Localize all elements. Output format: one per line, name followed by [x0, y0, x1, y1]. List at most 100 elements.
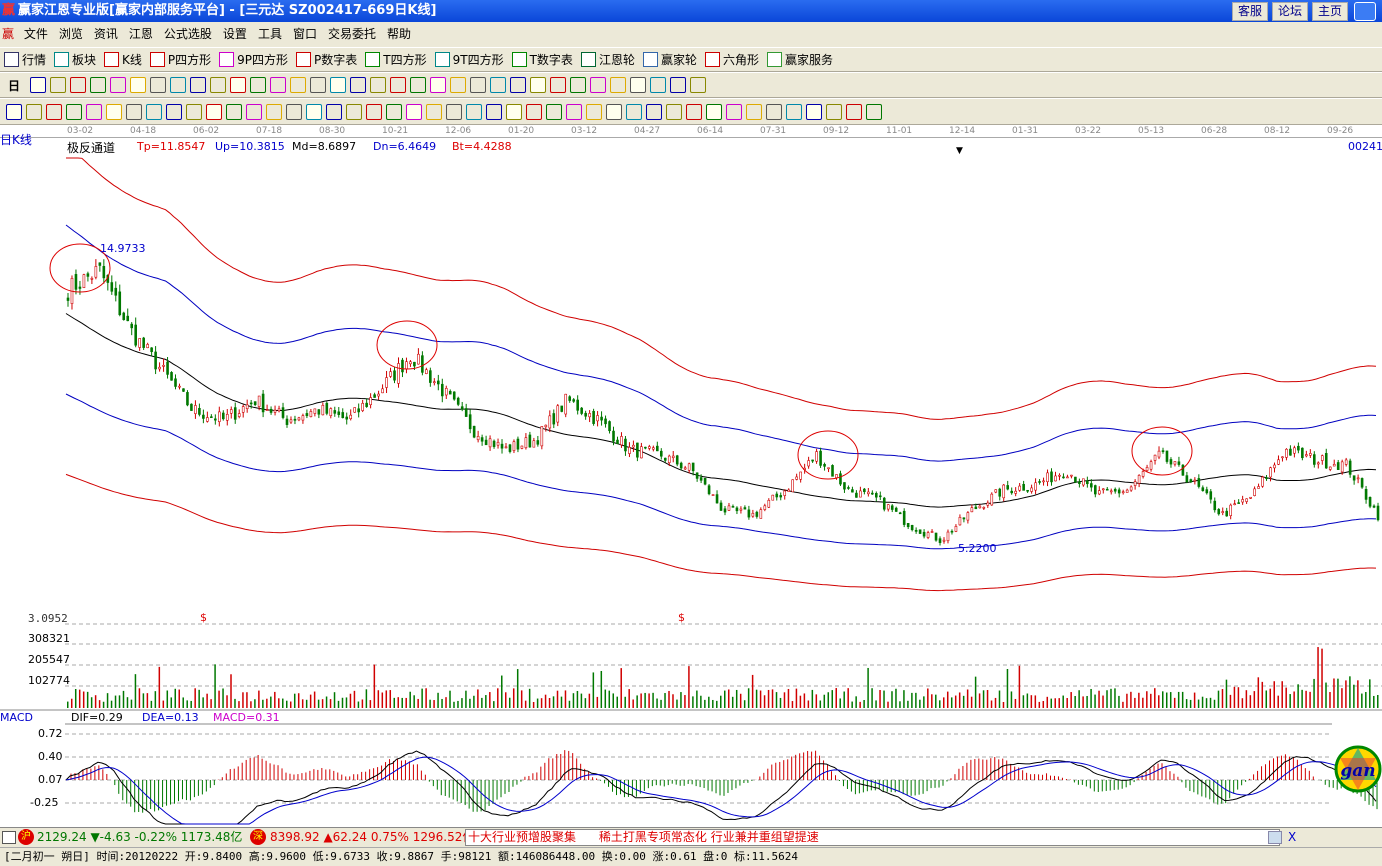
menu-item[interactable]: 资讯: [93, 27, 118, 41]
chart-tool-icon[interactable]: [230, 77, 247, 93]
drawing-tool-icon[interactable]: [846, 103, 862, 120]
drawing-tool-icon[interactable]: [726, 103, 742, 120]
drawing-tool-icon[interactable]: [106, 103, 122, 120]
drawing-tool-icon[interactable]: [786, 103, 802, 120]
menu-item[interactable]: 交易委托: [327, 27, 376, 41]
chart-tool-icon[interactable]: [530, 77, 547, 93]
drawing-tool-icon[interactable]: [626, 103, 642, 120]
menu-item[interactable]: 工具: [257, 27, 282, 41]
toolbar-blocks-button[interactable]: 板块: [54, 51, 96, 68]
drawing-tool-icon[interactable]: [326, 103, 342, 120]
chart-tool-icon[interactable]: [250, 77, 267, 93]
dividend-mark[interactable]: $: [678, 611, 685, 624]
chart-tool-icon[interactable]: [370, 77, 387, 93]
chart-tool-icon[interactable]: [450, 77, 467, 93]
chart-tool-icon[interactable]: [650, 77, 667, 93]
chart-tool-icon[interactable]: [50, 77, 67, 93]
drawing-tool-icon[interactable]: [826, 103, 842, 120]
drawing-tool-icon[interactable]: [6, 103, 22, 120]
chart-tool-icon[interactable]: [290, 77, 307, 93]
drawing-tool-icon[interactable]: [366, 103, 382, 120]
drawing-tool-icon[interactable]: [266, 103, 282, 120]
chart-tool-icon[interactable]: [570, 77, 587, 93]
toolbar-p9-button[interactable]: 9P四方形: [219, 51, 288, 68]
drawing-tool-icon[interactable]: [506, 103, 522, 120]
drawing-tool-icon[interactable]: [566, 103, 582, 120]
chart-tool-icon[interactable]: [670, 77, 687, 93]
menu-item[interactable]: 文件: [23, 27, 48, 41]
scroll-icon[interactable]: [1268, 831, 1282, 844]
drawing-tool-icon[interactable]: [146, 103, 162, 120]
drawing-tool-icon[interactable]: [66, 103, 82, 120]
chart-tool-icon[interactable]: [350, 77, 367, 93]
chart-tool-icon[interactable]: [550, 77, 567, 93]
drawing-tool-icon[interactable]: [306, 103, 322, 120]
chart-tool-icon[interactable]: [330, 77, 347, 93]
chart-tool-icon[interactable]: [390, 77, 407, 93]
drawing-tool-icon[interactable]: [746, 103, 762, 120]
toolbar-t9-button[interactable]: 9T四方形: [434, 51, 504, 68]
drawing-tool-icon[interactable]: [86, 103, 102, 120]
antenna-icon[interactable]: Ⅹ: [1288, 830, 1297, 844]
toolbar-tn-button[interactable]: T数字表: [511, 51, 573, 68]
chart-tool-icon[interactable]: [110, 77, 127, 93]
grid-icon[interactable]: [2, 831, 16, 844]
chart-tool-icon[interactable]: [590, 77, 607, 93]
drawing-tool-icon[interactable]: [346, 103, 362, 120]
home-button[interactable]: 主页: [1312, 2, 1349, 21]
chart-tool-icon[interactable]: [30, 77, 47, 93]
drawing-tool-icon[interactable]: [126, 103, 142, 120]
menu-item[interactable]: 公式选股: [163, 27, 212, 41]
chart-tool-icon[interactable]: [490, 77, 507, 93]
chart-tool-icon[interactable]: [630, 77, 647, 93]
chart-tool-icon[interactable]: [430, 77, 447, 93]
drawing-tool-icon[interactable]: [466, 103, 482, 120]
minimize-button[interactable]: [1354, 2, 1376, 21]
drawing-tool-icon[interactable]: [446, 103, 462, 120]
toolbar-ts-button[interactable]: T四方形: [365, 51, 427, 68]
drawing-tool-icon[interactable]: [586, 103, 602, 120]
chart-tool-icon[interactable]: [310, 77, 327, 93]
chart-tool-icon[interactable]: [210, 77, 227, 93]
chart-tool-icon[interactable]: [170, 77, 187, 93]
toolbar-grid-button[interactable]: 行情: [4, 51, 46, 68]
drawing-tool-icon[interactable]: [806, 103, 822, 120]
toolbar-dollar-button[interactable]: 赢家服务: [766, 51, 833, 68]
drawing-tool-icon[interactable]: [246, 103, 262, 120]
toolbar-gann-wheel-button[interactable]: 江恩轮: [580, 51, 635, 68]
drawing-tool-icon[interactable]: [286, 103, 302, 120]
menu-item[interactable]: 窗口: [292, 27, 317, 41]
chart-tool-icon[interactable]: [270, 77, 287, 93]
menu-item[interactable]: 帮助: [386, 27, 411, 41]
toolbar-big-button[interactable]: 赢家轮: [642, 51, 697, 68]
drawing-tool-icon[interactable]: [706, 103, 722, 120]
drawing-tool-icon[interactable]: [666, 103, 682, 120]
drawing-tool-icon[interactable]: [546, 103, 562, 120]
chart-tool-icon[interactable]: [130, 77, 147, 93]
chart-tool-icon[interactable]: [90, 77, 107, 93]
chart-tool-icon[interactable]: [510, 77, 527, 93]
menu-item[interactable]: 江恩: [128, 27, 153, 41]
forum-button[interactable]: 论坛: [1272, 2, 1309, 21]
drawing-tool-icon[interactable]: [606, 103, 622, 120]
drawing-tool-icon[interactable]: [206, 103, 222, 120]
chart-tool-icon[interactable]: [190, 77, 207, 93]
drawing-tool-icon[interactable]: [866, 103, 882, 120]
chart-tool-icon[interactable]: [70, 77, 87, 93]
chart-tool-icon[interactable]: [150, 77, 167, 93]
drawing-tool-icon[interactable]: [406, 103, 422, 120]
menu-item[interactable]: 设置: [222, 27, 247, 41]
drawing-tool-icon[interactable]: [386, 103, 402, 120]
drawing-tool-icon[interactable]: [226, 103, 242, 120]
period-select[interactable]: 日: [8, 78, 21, 93]
toolbar-pn-button[interactable]: P数字表: [296, 51, 357, 68]
chart-area[interactable]: 日K线 极反通道 Tp=11.8547 Up=10.3815 Md=8.6897…: [0, 133, 1382, 829]
toolbar-hexagon-button[interactable]: 六角形: [704, 51, 759, 68]
menu-item[interactable]: 浏览: [58, 27, 83, 41]
drawing-tool-icon[interactable]: [426, 103, 442, 120]
drawing-tool-icon[interactable]: [186, 103, 202, 120]
drawing-tool-icon[interactable]: [766, 103, 782, 120]
drawing-tool-icon[interactable]: [26, 103, 42, 120]
drawing-tool-icon[interactable]: [166, 103, 182, 120]
service-button[interactable]: 客服: [1232, 2, 1269, 21]
